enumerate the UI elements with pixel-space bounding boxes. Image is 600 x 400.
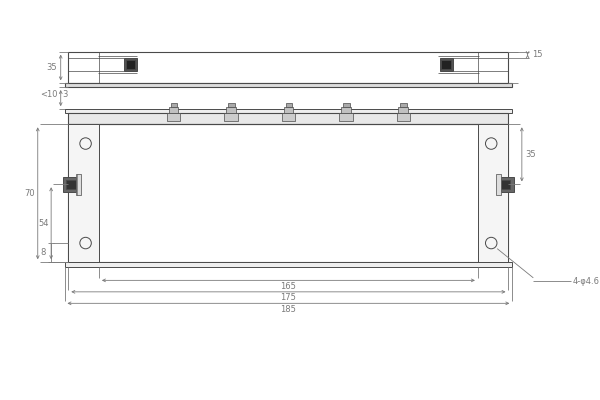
Bar [496,174,501,195]
Bar [68,124,99,262]
Bar [398,107,408,113]
Bar [343,103,350,107]
Text: <10: <10 [40,90,58,99]
Bar [65,109,512,113]
Text: 15: 15 [532,50,542,59]
Bar [400,103,407,107]
Bar [65,83,512,87]
Bar [171,103,178,107]
Bar [440,58,453,71]
Text: 3: 3 [62,90,67,99]
Bar [228,103,235,107]
Text: 4-φ4.6: 4-φ4.6 [572,277,599,286]
Bar [124,58,137,71]
Bar [68,124,508,262]
Bar [62,177,76,192]
Bar [126,60,136,70]
Bar [169,107,178,113]
Text: 8: 8 [41,248,46,257]
Bar [501,177,514,192]
Text: 35: 35 [525,150,536,159]
Text: 35: 35 [46,63,56,72]
Text: 165: 165 [280,282,296,291]
Bar [224,113,238,120]
Bar [226,107,236,113]
Bar [167,113,180,120]
Bar [284,107,293,113]
Bar [65,262,512,267]
Bar [286,103,292,107]
Bar [341,107,350,113]
Text: 54: 54 [38,219,49,228]
Bar [68,52,508,83]
Bar [76,174,81,195]
Bar [339,113,353,120]
Text: 175: 175 [280,293,296,302]
Bar [67,180,76,189]
Text: 185: 185 [280,304,296,314]
Bar [397,113,410,120]
Bar [478,124,508,262]
Bar [68,113,508,124]
Text: 70: 70 [25,189,35,198]
Bar [501,180,511,189]
Bar [442,60,451,70]
Bar [282,113,295,120]
